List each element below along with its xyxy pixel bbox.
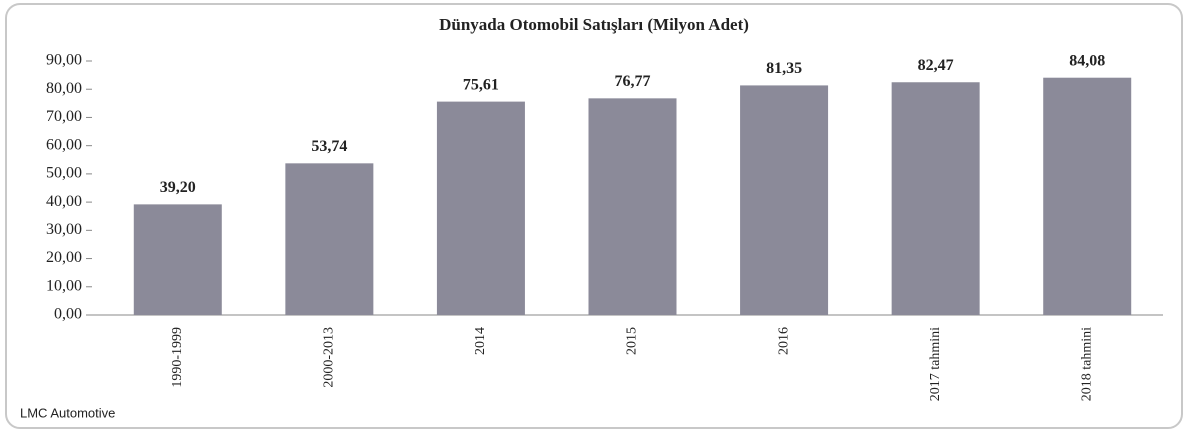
y-tick-label: 10,00 — [46, 277, 82, 294]
y-tick-label: 70,00 — [46, 108, 82, 125]
y-tick-label: 30,00 — [46, 221, 82, 238]
x-tick-label: 2018 tahmini — [1079, 327, 1094, 401]
y-tick-label: 40,00 — [46, 193, 82, 210]
bar — [436, 101, 525, 315]
data-label: 76,77 — [615, 73, 651, 90]
chart-title: Dünyada Otomobil Satışları (Milyon Adet) — [439, 15, 749, 34]
data-label: 81,35 — [766, 60, 802, 77]
data-label: 82,47 — [918, 57, 954, 74]
y-tick-label: 60,00 — [46, 136, 82, 153]
y-tick-label: 90,00 — [46, 52, 82, 69]
data-label: 84,08 — [1069, 52, 1105, 69]
bar — [588, 98, 677, 315]
x-tick-label: 2000-2013 — [322, 327, 337, 388]
x-tick-label: 2015 — [625, 327, 640, 355]
x-tick-label: 2016 — [776, 327, 791, 355]
bar — [285, 163, 374, 315]
data-label: 53,74 — [311, 138, 347, 155]
y-tick-label: 20,00 — [46, 249, 82, 266]
x-tick-label: 2017 tahmini — [928, 327, 943, 401]
y-tick-label: 50,00 — [46, 165, 82, 182]
data-label: 75,61 — [463, 76, 499, 93]
y-tick-label: 80,00 — [46, 80, 82, 97]
x-tick-label: 2014 — [473, 327, 488, 355]
bar — [133, 204, 222, 315]
bar — [891, 82, 980, 315]
data-label: 39,20 — [160, 179, 196, 196]
x-tick-label: 1990-1999 — [170, 327, 185, 388]
y-tick-label: 0,00 — [54, 306, 82, 323]
source: LMC Automotive — [20, 405, 115, 420]
bar — [1043, 77, 1132, 316]
bar — [740, 85, 829, 315]
